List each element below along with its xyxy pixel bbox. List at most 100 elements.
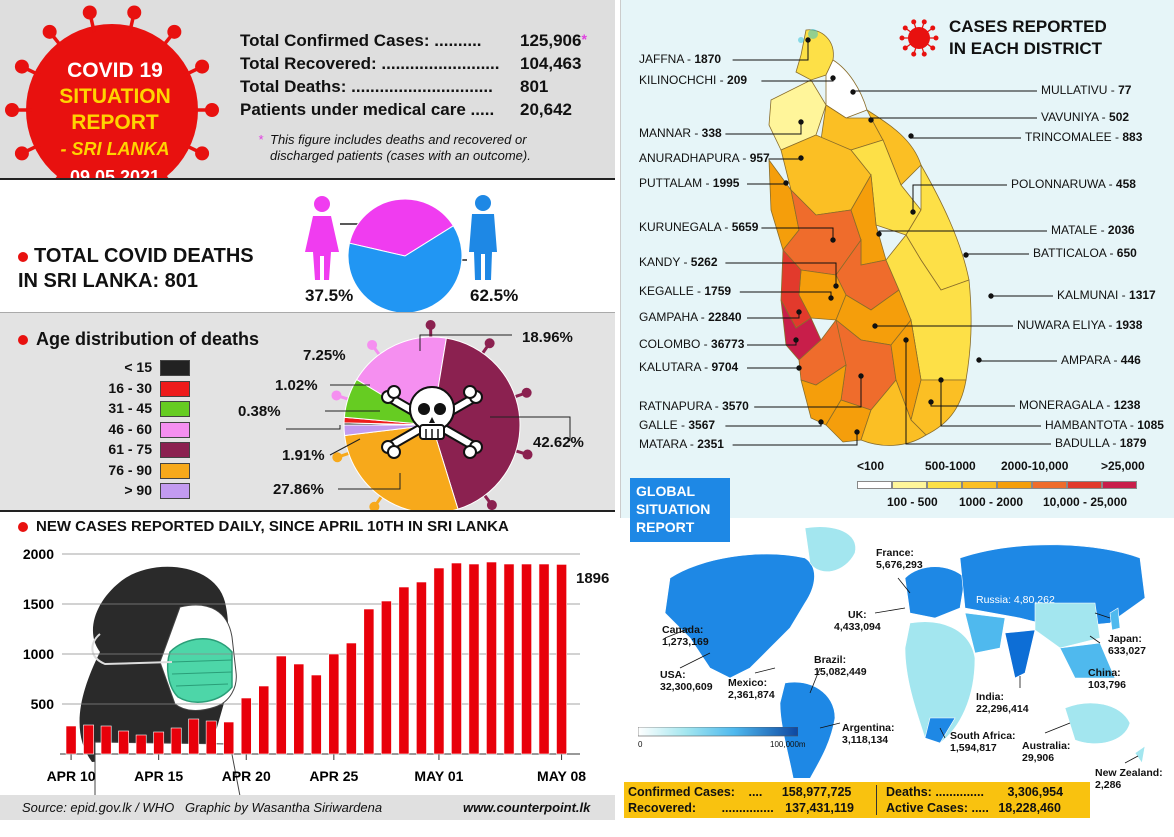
leader-line xyxy=(910,136,1021,139)
district-label: KILINOCHCHI - 209 xyxy=(639,73,748,87)
bar-apr-30 xyxy=(416,581,427,755)
scale-swatch xyxy=(1102,481,1137,489)
leader-line xyxy=(870,117,1037,120)
age-legend-label: 61 - 75 xyxy=(108,441,152,457)
gender-figures xyxy=(305,195,497,280)
last-bar-label: 1896 xyxy=(576,570,610,587)
age-heading: Age distribution of deaths xyxy=(18,329,259,350)
scale-swatch xyxy=(1032,481,1067,489)
bar-apr-18 xyxy=(205,720,217,755)
leader-line xyxy=(725,122,802,135)
district-dot xyxy=(963,252,969,258)
summary-panel: COVID 19 SITUATION REPORT - SRI LANKA 09… xyxy=(0,0,615,210)
bar-may-04 xyxy=(486,561,497,755)
age-legend-swatch xyxy=(160,380,190,397)
africa xyxy=(904,621,976,744)
leader-line xyxy=(725,262,837,286)
scale-bottom-label: 1000 - 2000 xyxy=(959,495,1024,509)
skull-icon xyxy=(381,385,483,459)
bar-apr-19 xyxy=(223,721,235,755)
world-scale-bar xyxy=(638,727,798,737)
district-label: COLOMBO - 36773 xyxy=(639,337,745,351)
age-label-1630: 1.02% xyxy=(275,377,318,394)
global-active: Active Cases: ..... 18,228,460 xyxy=(886,801,1061,815)
age-legend-label: 31 - 45 xyxy=(108,400,152,416)
daily-bar-chart: 500 1000 1500 2000 APR 10 APR 15 APR 20 APR 25 M… xyxy=(23,546,586,795)
leader-line xyxy=(761,78,834,82)
district-dot xyxy=(830,237,836,243)
bar-apr-14 xyxy=(135,734,147,755)
stat-deaths: Total Deaths: ..........................… xyxy=(240,77,549,96)
bar-may-03 xyxy=(468,563,480,755)
age-legend-swatch xyxy=(160,462,190,479)
divider-line xyxy=(0,178,615,180)
middle-east xyxy=(964,612,1006,654)
bar-apr-17 xyxy=(188,718,200,755)
china-label: China: 103,796 xyxy=(1088,667,1126,691)
bar-apr-10 xyxy=(65,725,77,755)
deaths-heading: TOTAL COVID DEATHS IN SRI LANKA: 801 xyxy=(18,245,254,292)
bar-apr-16 xyxy=(170,727,182,755)
district-label: GALLE - 3567 xyxy=(639,418,716,432)
female-pct: 37.5% xyxy=(305,286,354,305)
scale-swatch xyxy=(892,481,927,489)
x-tick-label: APR 25 xyxy=(309,768,358,784)
district-label: KANDY - 5262 xyxy=(639,255,718,269)
district-dot xyxy=(903,337,909,343)
bar-apr-27 xyxy=(363,608,375,755)
report-title: COVID 19 SITUATION REPORT - SRI LANKA 09… xyxy=(50,58,180,190)
district-dot xyxy=(976,357,982,363)
y-tick-label: 1000 xyxy=(23,646,54,662)
daily-panel: NEW CASES REPORTED DAILY, SINCE APRIL 10… xyxy=(0,512,615,795)
stat-under-care: Patients under medical care ..... 20,642 xyxy=(240,100,572,119)
uk-label: UK: 4,433,094 xyxy=(834,609,881,633)
age-panel: Age distribution of deaths < 15 16 - 30 31… xyxy=(0,313,615,510)
district-dot xyxy=(796,309,802,315)
global-deaths: Deaths: .............. 3,306,954 xyxy=(886,785,1064,799)
male-icon xyxy=(469,195,497,280)
district-dot xyxy=(988,293,994,299)
scale-top-label: <100 xyxy=(857,459,885,473)
male-pct: 62.5% xyxy=(470,286,519,305)
district-label: BADULLA - 1879 xyxy=(1055,436,1147,450)
scale-swatch xyxy=(962,481,997,489)
district-dot xyxy=(938,377,944,383)
world-map xyxy=(664,526,1146,778)
japan xyxy=(1109,607,1121,631)
brazil-label: Brazil: 15,082,449 xyxy=(814,654,867,678)
world-scale-max: 100,000m xyxy=(770,740,806,749)
india xyxy=(1004,629,1036,679)
global-panel: GLOBAL SITUATION REPORT xyxy=(620,478,1174,820)
pie-slice-61-75 xyxy=(431,337,521,510)
district-dot xyxy=(818,419,824,425)
bar-apr-13 xyxy=(118,730,130,755)
global-recovered: Recovered: ............... 137,431,119 xyxy=(628,801,854,815)
age-legend-swatch xyxy=(160,483,190,499)
district-label: TRINCOMALEE - 883 xyxy=(1025,130,1143,144)
district-label: MATALE - 2036 xyxy=(1051,223,1135,237)
bar-apr-15 xyxy=(153,731,165,755)
scale-swatch xyxy=(1067,481,1102,489)
district-label: MONERAGALA - 1238 xyxy=(1019,398,1141,412)
age-label-4660: 18.96% xyxy=(522,329,573,346)
southeast-asia xyxy=(1059,642,1116,679)
district-dot xyxy=(783,180,789,186)
x-tick-label: MAY 08 xyxy=(537,768,586,784)
district-dot xyxy=(796,365,802,371)
district-map-panel: CASES REPORTED IN EACH DISTRICT xyxy=(620,0,1174,518)
district-dot xyxy=(798,155,804,161)
world-scale-min: 0 xyxy=(638,740,643,749)
report-title-4: - SRI LANKA xyxy=(60,139,170,159)
age-legend-label: 46 - 60 xyxy=(108,420,152,437)
district-label: BATTICALOA - 650 xyxy=(1033,246,1137,260)
north-america xyxy=(664,553,815,679)
scale-bottom-label: 100 - 500 xyxy=(887,495,938,509)
district-dot xyxy=(868,117,874,123)
bar-apr-22 xyxy=(275,655,287,755)
x-tick-label: APR 10 xyxy=(47,768,96,784)
age-legend-swatch xyxy=(160,442,190,458)
x-tick-label: APR 20 xyxy=(222,768,271,784)
leader-line xyxy=(852,90,1037,92)
age-legend-label: < 15 xyxy=(124,359,152,375)
district-dot xyxy=(798,119,804,125)
